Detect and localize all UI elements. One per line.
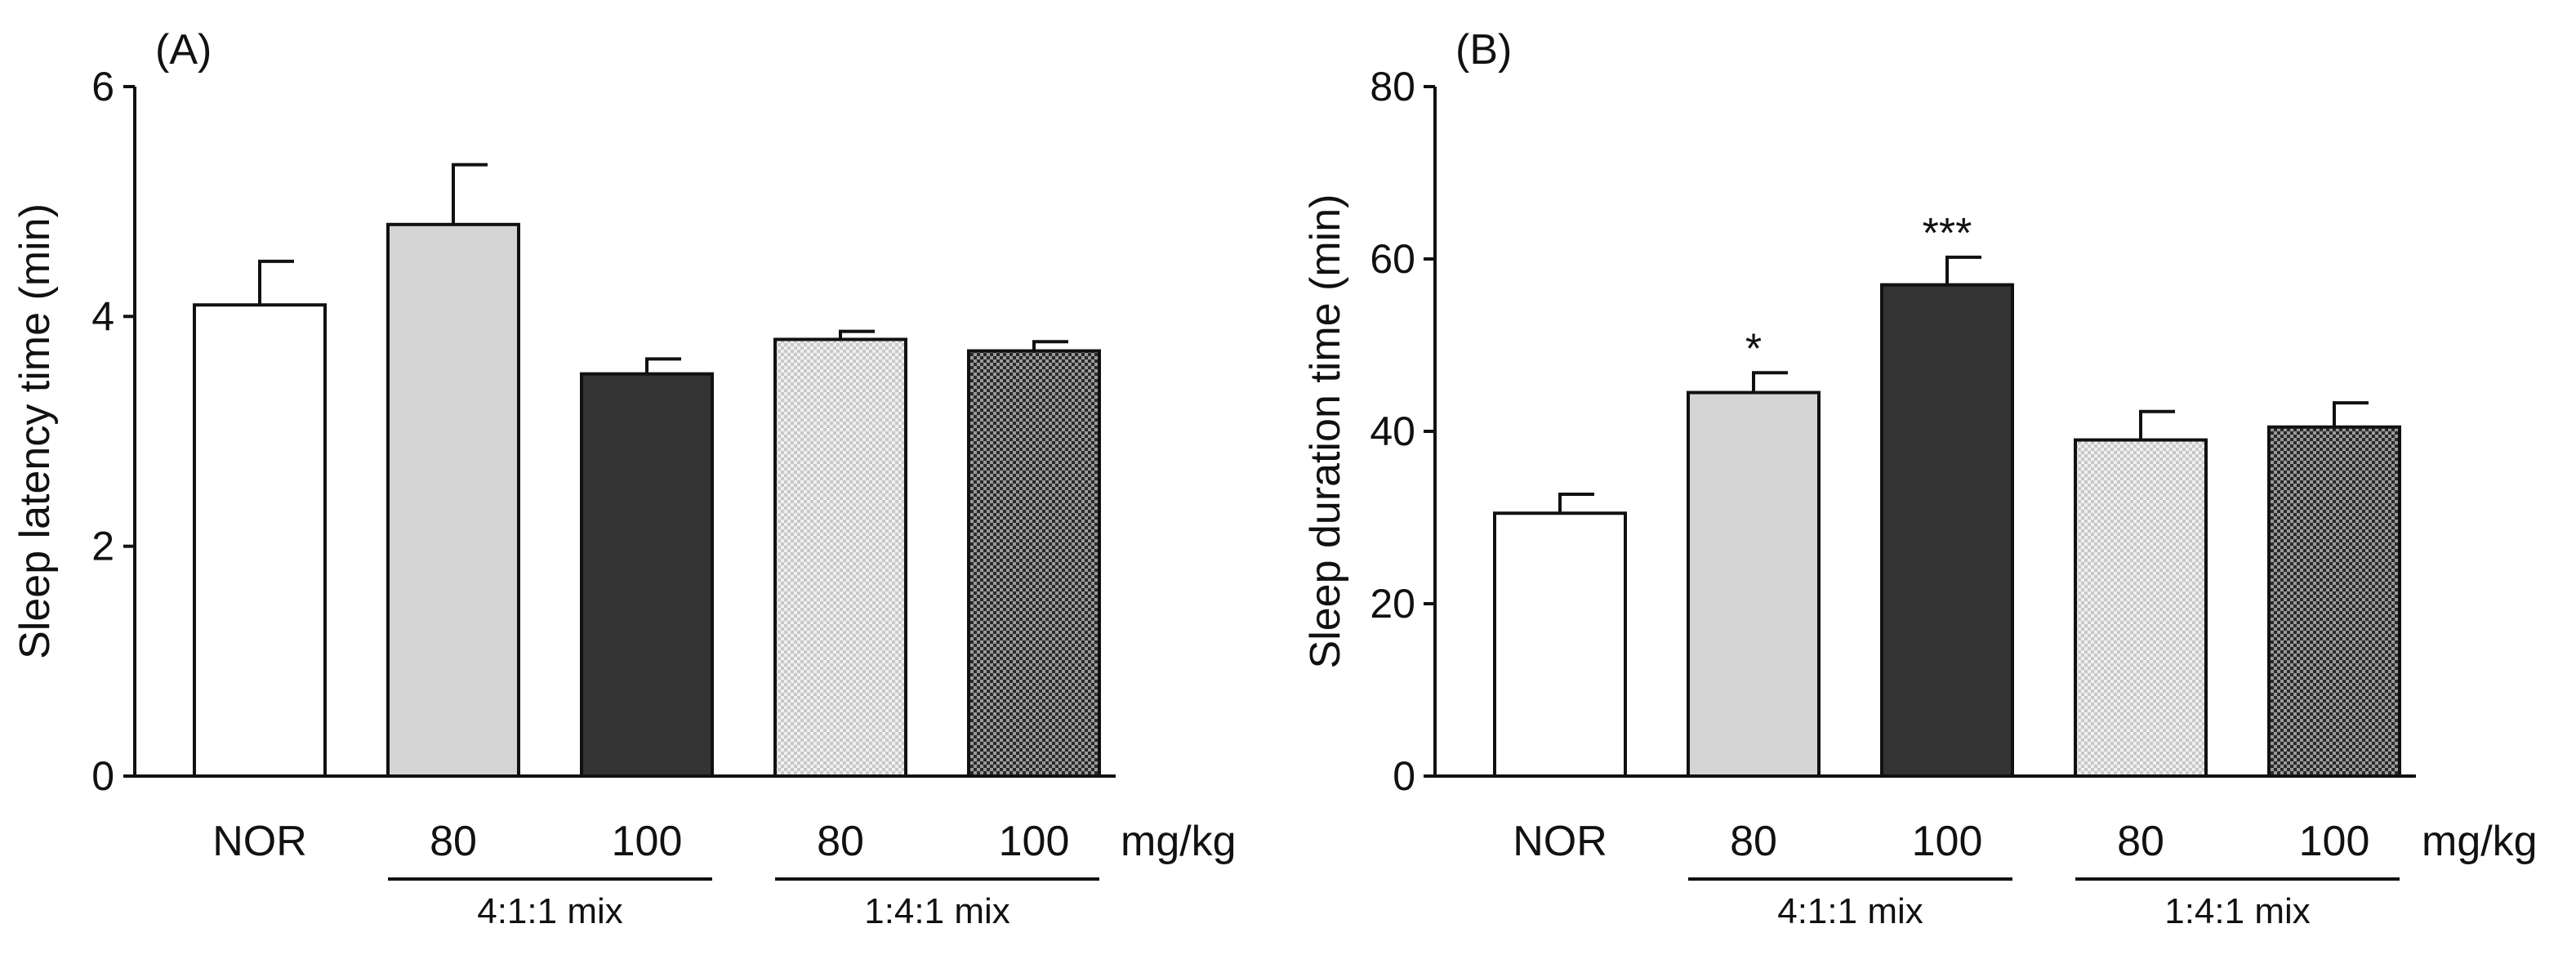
x-tick-label: 100 bbox=[612, 818, 683, 865]
x-tick-label: 100 bbox=[2299, 818, 2370, 865]
unit-label: mg/kg bbox=[1121, 818, 1237, 865]
significance-marker: * bbox=[1745, 325, 1762, 373]
y-tick-label: 0 bbox=[1393, 753, 1415, 799]
bar bbox=[580, 372, 714, 778]
y-axis-label: Sleep duration time (min) bbox=[1302, 194, 1349, 669]
bar bbox=[1687, 390, 1821, 778]
y-tick-label: 80 bbox=[1370, 64, 1415, 109]
panel-b-sleep-duration: (B) 0 20 40 60 80 Sleep duration time (min) NOR… bbox=[1302, 26, 2538, 931]
x-tick-label: 80 bbox=[1730, 818, 1777, 865]
x-tick-label: 100 bbox=[1912, 818, 1983, 865]
group-label: 4:1:1 mix bbox=[477, 891, 623, 931]
bar bbox=[773, 337, 907, 778]
bar bbox=[1493, 511, 1627, 778]
group-label: 4:1:1 mix bbox=[1777, 891, 1923, 931]
x-tick-label: 80 bbox=[2117, 818, 2164, 865]
bar bbox=[2267, 425, 2401, 778]
panel-a-sleep-latency: (A) 0 2 4 6 Sleep latency time (min) NOR 80 100 8… bbox=[11, 26, 1237, 931]
y-tick-label: 4 bbox=[91, 293, 114, 339]
x-tick-label: 80 bbox=[430, 818, 477, 865]
y-tick-label: 20 bbox=[1370, 581, 1415, 627]
y-axis-label: Sleep latency time (min) bbox=[11, 203, 59, 659]
panel-label: (B) bbox=[1455, 26, 1512, 74]
group-label: 1:4:1 mix bbox=[2164, 891, 2311, 931]
y-tick-label: 6 bbox=[91, 64, 114, 109]
x-tick-label: NOR bbox=[212, 818, 307, 865]
panel-label: (A) bbox=[155, 26, 212, 74]
y-tick-label: 0 bbox=[91, 753, 114, 799]
y-tick-label: 60 bbox=[1370, 236, 1415, 282]
group-label: 1:4:1 mix bbox=[864, 891, 1010, 931]
unit-label: mg/kg bbox=[2422, 818, 2538, 865]
x-tick-label: NOR bbox=[1513, 818, 1607, 865]
x-tick-label: 80 bbox=[817, 818, 864, 865]
y-tick-label: 2 bbox=[91, 524, 114, 569]
bar bbox=[193, 303, 327, 778]
y-tick-label: 40 bbox=[1370, 408, 1415, 454]
significance-marker: *** bbox=[1923, 210, 1972, 257]
bar bbox=[1880, 283, 2014, 778]
x-tick-label: 100 bbox=[999, 818, 1070, 865]
bar bbox=[2074, 438, 2208, 778]
bar bbox=[967, 349, 1101, 778]
bar bbox=[386, 222, 520, 778]
